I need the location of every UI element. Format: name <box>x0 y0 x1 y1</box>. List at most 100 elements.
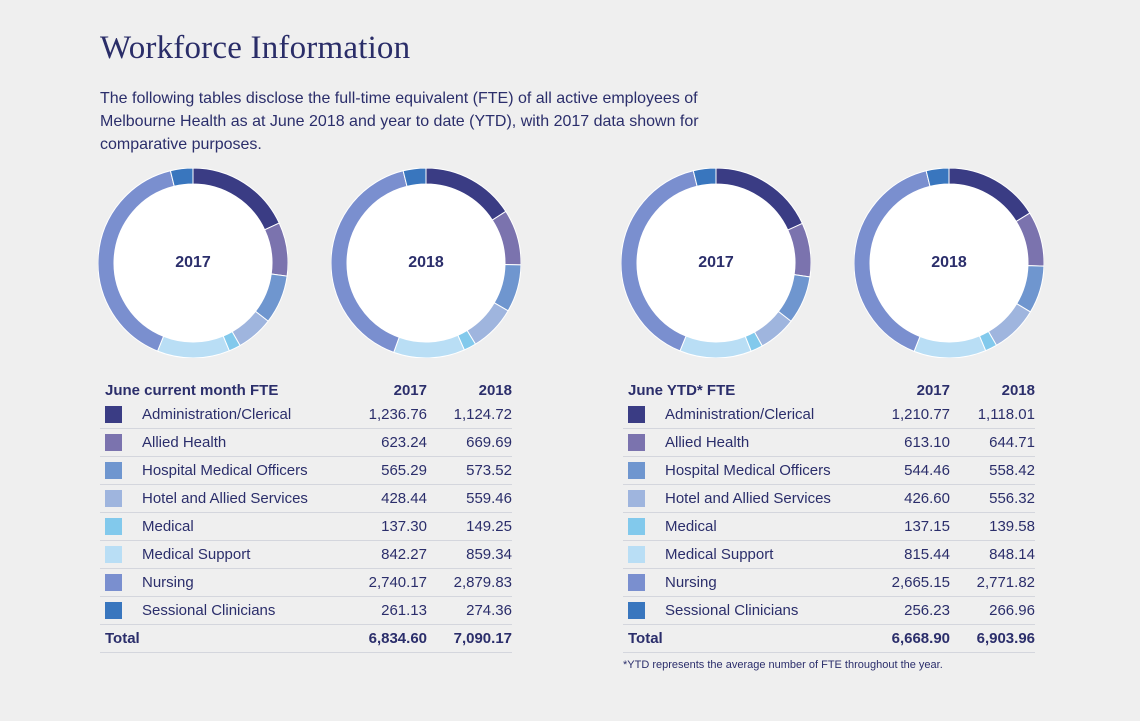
value-2018: 558.42 <box>950 456 1035 485</box>
category-label: Medical Support <box>665 540 875 569</box>
table-row: Medical 137.15 139.58 <box>623 512 1035 541</box>
legend-swatch-cell <box>100 428 142 457</box>
table-row: Medical Support 815.44 848.14 <box>623 540 1035 569</box>
value-2018: 859.34 <box>427 540 512 569</box>
value-2018: 573.52 <box>427 456 512 485</box>
value-2017: 815.44 <box>875 540 950 569</box>
category-label: Medical <box>142 512 352 541</box>
category-label: Sessional Clinicians <box>665 596 875 625</box>
donut-year-label: 2017 <box>698 254 734 271</box>
table-row: Hospital Medical Officers 565.29 573.52 <box>100 456 512 485</box>
value-2018: 139.58 <box>950 512 1035 541</box>
footnote: *YTD represents the average number of FT… <box>623 659 943 671</box>
value-2018: 556.32 <box>950 484 1035 513</box>
column-header-2018: 2018 <box>478 382 512 399</box>
legend-swatch-cell <box>100 456 142 485</box>
table-row: Sessional Clinicians 256.23 266.96 <box>623 596 1035 625</box>
value-2018: 149.25 <box>427 512 512 541</box>
value-2017: 613.10 <box>875 428 950 457</box>
value-2018: 274.36 <box>427 596 512 625</box>
value-2017: 565.29 <box>352 456 427 485</box>
legend-swatch <box>628 462 645 480</box>
legend-swatch <box>628 406 645 424</box>
value-2018: 1,118.01 <box>950 401 1035 429</box>
current-month-table: June current month FTE 2017 2018 Adminis… <box>100 375 512 653</box>
legend-swatch-cell <box>623 512 665 541</box>
value-2017: 426.60 <box>875 484 950 513</box>
value-2018: 644.71 <box>950 428 1035 457</box>
value-2017: 1,236.76 <box>352 401 427 429</box>
legend-swatch-cell <box>623 456 665 485</box>
total-2017: 6,668.90 <box>875 624 950 653</box>
category-label: Allied Health <box>142 428 352 457</box>
legend-swatch-cell <box>623 428 665 457</box>
column-header-2017: 2017 <box>393 382 427 399</box>
value-2017: 261.13 <box>352 596 427 625</box>
donut-hole <box>870 184 1028 342</box>
category-label: Hotel and Allied Services <box>142 484 352 513</box>
value-2018: 848.14 <box>950 540 1035 569</box>
category-label: Medical <box>665 512 875 541</box>
value-2018: 1,124.72 <box>427 401 512 429</box>
total-2018: 6,903.96 <box>950 624 1035 653</box>
category-label: Hospital Medical Officers <box>142 456 352 485</box>
value-2018: 266.96 <box>950 596 1035 625</box>
legend-swatch <box>628 602 645 620</box>
legend-swatch <box>105 490 122 508</box>
table-row: Medical Support 842.27 859.34 <box>100 540 512 569</box>
donut-hole <box>347 184 505 342</box>
legend-swatch-cell <box>623 401 665 429</box>
legend-swatch-cell <box>623 484 665 513</box>
table-row: Sessional Clinicians 261.13 274.36 <box>100 596 512 625</box>
table-row: Medical 137.30 149.25 <box>100 512 512 541</box>
legend-swatch <box>628 546 645 564</box>
value-2017: 544.46 <box>875 456 950 485</box>
value-2018: 669.69 <box>427 428 512 457</box>
table-row: Administration/Clerical 1,236.76 1,124.72 <box>100 401 512 429</box>
category-label: Allied Health <box>665 428 875 457</box>
legend-swatch <box>105 434 122 452</box>
table-row: Hospital Medical Officers 544.46 558.42 <box>623 456 1035 485</box>
donut-year-label: 2018 <box>408 254 444 271</box>
category-label: Medical Support <box>142 540 352 569</box>
table-body: Administration/Clerical 1,236.76 1,124.72 A… <box>100 401 512 653</box>
table-heading: June current month FTE <box>105 382 279 399</box>
value-2018: 2,879.83 <box>427 568 512 597</box>
legend-swatch-cell <box>100 484 142 513</box>
intro-text: The following tables disclose the full-t… <box>100 90 699 153</box>
donut-current-2018: 2018 <box>331 168 521 358</box>
total-label: Total <box>100 624 352 653</box>
legend-swatch <box>105 546 122 564</box>
legend-swatch-cell <box>623 540 665 569</box>
table-row: Allied Health 623.24 669.69 <box>100 428 512 457</box>
total-2017: 6,834.60 <box>352 624 427 653</box>
donut-hole <box>637 184 795 342</box>
value-2017: 428.44 <box>352 484 427 513</box>
donut-year-label: 2017 <box>175 254 211 271</box>
total-row: Total 6,668.90 6,903.96 <box>623 624 1035 653</box>
legend-swatch <box>628 518 645 536</box>
legend-swatch-cell <box>100 401 142 429</box>
donut-hole <box>114 184 272 342</box>
value-2017: 2,740.17 <box>352 568 427 597</box>
legend-swatch-cell <box>100 512 142 541</box>
table-body: Administration/Clerical 1,210.77 1,118.01 A… <box>623 401 1035 653</box>
value-2017: 256.23 <box>875 596 950 625</box>
ytd-table: June YTD* FTE 2017 2018 Administration/C… <box>623 375 1035 653</box>
table-row: Hotel and Allied Services 428.44 559.46 <box>100 484 512 513</box>
legend-swatch-cell <box>623 596 665 625</box>
legend-swatch <box>105 574 122 592</box>
value-2017: 137.30 <box>352 512 427 541</box>
category-label: Administration/Clerical <box>665 401 875 429</box>
legend-swatch-cell <box>100 540 142 569</box>
table-row: Hotel and Allied Services 426.60 556.32 <box>623 484 1035 513</box>
legend-swatch <box>105 406 122 424</box>
value-2018: 559.46 <box>427 484 512 513</box>
donut-current-2017: 2017 <box>98 168 288 358</box>
category-label: Hotel and Allied Services <box>665 484 875 513</box>
legend-swatch <box>628 574 645 592</box>
total-label: Total <box>623 624 875 653</box>
legend-swatch-cell <box>623 568 665 597</box>
table-row: Allied Health 613.10 644.71 <box>623 428 1035 457</box>
donut-ytd-2018: 2018 <box>854 168 1044 358</box>
